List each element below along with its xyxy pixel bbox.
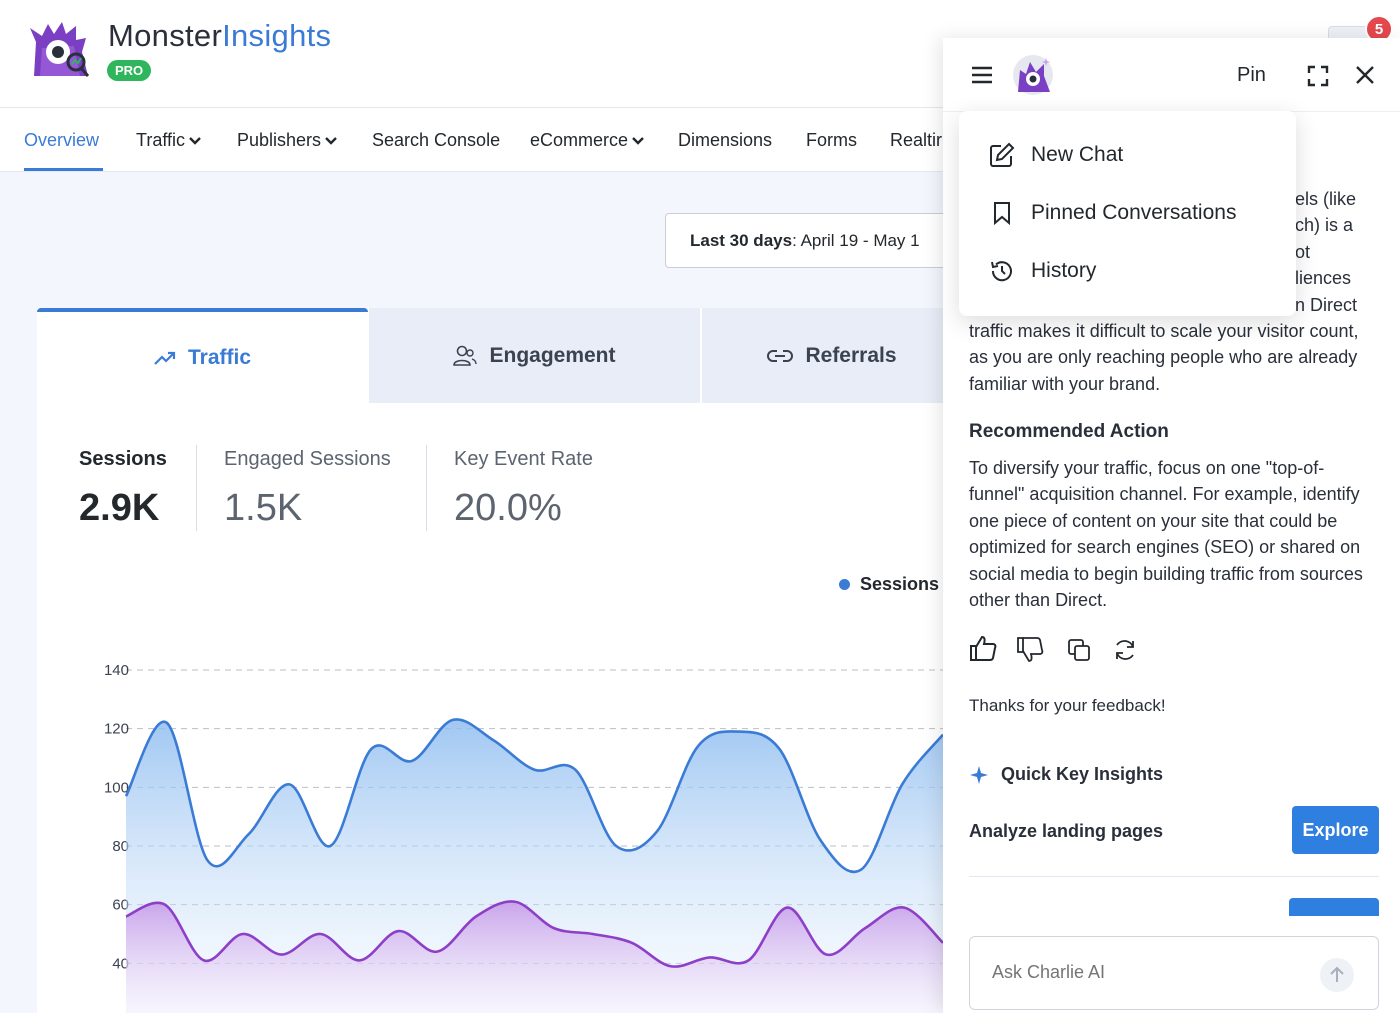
- feedback-message: Thanks for your feedback!: [969, 696, 1166, 715]
- insight-divider: [969, 876, 1379, 877]
- chart-legend: Sessions: [839, 574, 939, 595]
- users-icon: [453, 345, 478, 366]
- edit-icon: [990, 142, 1015, 167]
- metric-label: Engaged Sessions: [224, 448, 391, 470]
- nav-publishers[interactable]: Publishers: [237, 130, 338, 151]
- y-tick-label: 60: [112, 897, 129, 914]
- expand-icon[interactable]: [1307, 65, 1329, 87]
- quick-key-insights-heading: Quick Key Insights: [969, 764, 1163, 785]
- report-card: Traffic Engagement Referrals Sessions 2.…: [37, 308, 962, 1013]
- metric-value: 1.5K: [224, 487, 303, 529]
- arrow-up-icon: [1330, 966, 1344, 982]
- link-icon: [767, 349, 794, 362]
- insight-label: Analyze landing pages: [969, 821, 1164, 841]
- bookmark-icon: [994, 202, 1010, 226]
- date-range-button[interactable]: Last 30 days: April 19 - May 1: [665, 213, 965, 268]
- y-tick-label: 140: [104, 662, 129, 679]
- y-tick-label: 80: [112, 838, 129, 855]
- y-tick-label: 40: [112, 955, 129, 972]
- pin-button[interactable]: Pin: [1237, 64, 1266, 86]
- metric-divider: [196, 445, 197, 531]
- y-tick-label: 100: [104, 779, 129, 796]
- nav-realtime[interactable]: Realtir: [890, 130, 943, 150]
- pro-badge: PRO: [107, 60, 152, 81]
- next-insight-button[interactable]: [1289, 898, 1379, 916]
- brand-name: MonsterInsights: [108, 18, 332, 53]
- menu-new-chat[interactable]: New Chat: [989, 142, 1123, 168]
- thumbs-down-icon[interactable]: [1016, 636, 1044, 664]
- panel-header: Pin: [943, 38, 1400, 112]
- nav-search-console[interactable]: Search Console: [372, 130, 501, 150]
- chevron-down-icon: [189, 137, 201, 145]
- series-line-2: [125, 900, 944, 968]
- nav-overview[interactable]: Overview: [24, 130, 100, 150]
- trending-up-icon: [154, 351, 176, 365]
- series-line-1: [124, 718, 945, 873]
- nav-forms[interactable]: Forms: [806, 130, 857, 150]
- response-paragraph: traffic makes it difficult to scale your…: [969, 321, 1359, 394]
- nav-dimensions[interactable]: Dimensions: [678, 130, 773, 150]
- legend-dot: [839, 579, 850, 590]
- chevron-down-icon: [632, 137, 644, 145]
- tab-traffic[interactable]: Traffic: [37, 308, 368, 403]
- nav-traffic[interactable]: Traffic: [136, 130, 202, 151]
- tab-referrals[interactable]: Referrals: [702, 308, 962, 403]
- panel-menu-dropdown: New Chat Pinned Conversations History: [959, 111, 1296, 316]
- sessions-chart: 140 120 100 80 60 40: [104, 662, 957, 1013]
- legend-label-sessions: Sessions: [860, 574, 940, 594]
- recommended-action-heading: Recommended Action: [969, 421, 1169, 442]
- thumbs-up-icon[interactable]: [969, 634, 997, 662]
- y-tick-label: 120: [104, 721, 129, 738]
- metric-value: 2.9K: [79, 487, 160, 529]
- series-area-2: [126, 901, 943, 1013]
- tab-engagement[interactable]: Engagement: [369, 308, 700, 403]
- metric-label: Key Event Rate: [454, 448, 593, 470]
- menu-history[interactable]: History: [989, 258, 1096, 284]
- menu-pinned-conversations[interactable]: Pinned Conversations: [989, 200, 1236, 226]
- metric-sessions: Sessions 2.9K: [79, 448, 167, 530]
- close-icon[interactable]: [1355, 65, 1375, 85]
- monster-logo-icon: [30, 22, 90, 77]
- response-partial-text: els (like ch) is a ot liences n Direct: [1295, 189, 1358, 315]
- recommended-action-text: To diversify your traffic, focus on one …: [969, 458, 1363, 611]
- metric-label: Sessions: [79, 448, 167, 470]
- chevron-down-icon: [325, 137, 337, 145]
- metric-engaged-sessions: Engaged Sessions 1.5K: [224, 448, 391, 530]
- hamburger-menu-icon[interactable]: [971, 65, 993, 85]
- copy-icon[interactable]: [1067, 638, 1091, 662]
- regenerate-icon[interactable]: [1113, 638, 1137, 662]
- charlie-avatar-icon: [1013, 55, 1053, 95]
- explore-button[interactable]: Explore: [1292, 806, 1379, 854]
- nav-ecommerce[interactable]: eCommerce: [530, 130, 645, 151]
- ask-charlie-input[interactable]: [992, 962, 1292, 983]
- metric-divider: [426, 445, 427, 531]
- history-icon: [991, 261, 1012, 282]
- send-button[interactable]: [1320, 958, 1354, 992]
- sparkle-icon: [970, 765, 988, 784]
- ask-charlie-box: [969, 936, 1379, 1010]
- metric-value: 20.0%: [454, 487, 562, 529]
- metric-key-event-rate: Key Event Rate 20.0%: [454, 448, 593, 530]
- active-tab-indicator: [24, 168, 103, 171]
